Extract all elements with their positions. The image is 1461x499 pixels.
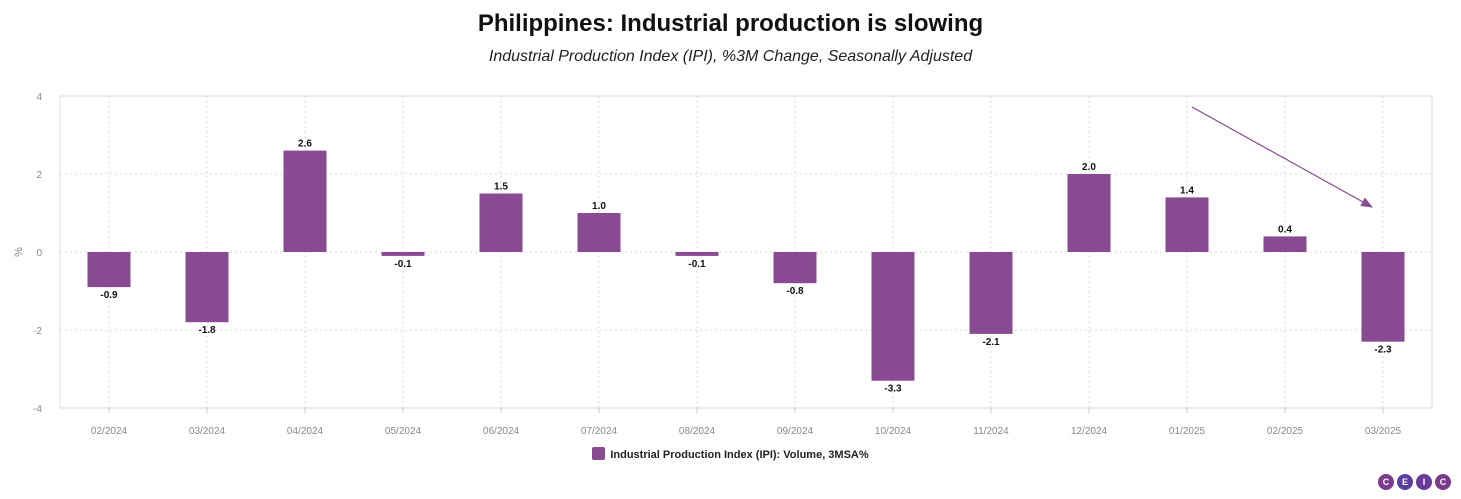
- bar: [969, 252, 1013, 334]
- data-label: -1.8: [198, 325, 216, 336]
- y-tick-label: -4: [33, 404, 42, 415]
- data-label: 1.5: [494, 182, 508, 193]
- x-tick-label: 05/2024: [385, 426, 422, 437]
- y-tick-label: 4: [36, 92, 42, 103]
- x-tick-label: 04/2024: [287, 426, 324, 437]
- bar: [675, 252, 719, 256]
- y-tick-label: -2: [33, 326, 42, 337]
- data-label: -3.3: [884, 384, 902, 395]
- x-tick-label: 03/2025: [1365, 426, 1402, 437]
- x-tick-label: 11/2024: [973, 426, 1009, 437]
- data-label: -2.3: [1374, 345, 1392, 356]
- y-tick-label: 0: [36, 248, 42, 259]
- bar: [1165, 197, 1209, 252]
- x-tick-label: 08/2024: [679, 426, 716, 437]
- x-tick-label: 02/2024: [91, 426, 128, 437]
- data-label: 0.4: [1278, 224, 1292, 235]
- chart-subtitle: Industrial Production Index (IPI), %3M C…: [488, 48, 973, 65]
- bar: [381, 252, 425, 256]
- data-label: -2.1: [982, 337, 1000, 348]
- logo-letter-e: E: [1397, 474, 1413, 490]
- bar: [1361, 252, 1405, 342]
- y-tick-label: 2: [36, 170, 42, 181]
- data-label: 2.0: [1082, 162, 1096, 173]
- bar: [871, 252, 915, 381]
- y-axis-title: %: [13, 247, 25, 257]
- bar: [773, 252, 817, 284]
- x-tick-label: 02/2025: [1267, 426, 1304, 437]
- logo-letter-c: C: [1378, 474, 1394, 490]
- x-tick-label: 03/2024: [189, 426, 226, 437]
- data-label: 1.0: [592, 201, 606, 212]
- chart-title: Philippines: Industrial production is sl…: [477, 10, 984, 37]
- trend-arrow: [1191, 106, 1374, 208]
- ceic-logo: C E I C: [1378, 474, 1451, 490]
- legend-swatch: [592, 447, 606, 460]
- bar: [283, 150, 327, 252]
- bar: [87, 252, 131, 288]
- logo-letter-c2: C: [1435, 474, 1451, 490]
- data-label: -0.8: [786, 286, 804, 297]
- legend: Industrial Production Index (IPI): Volum…: [0, 447, 1461, 461]
- x-tick-label: 01/2025: [1169, 426, 1206, 437]
- data-label: 1.4: [1180, 185, 1194, 196]
- data-label: 2.6: [298, 139, 312, 150]
- data-label: -0.1: [394, 259, 412, 270]
- data-label: -0.1: [688, 259, 706, 270]
- bar: [577, 213, 621, 252]
- x-tick-label: 12/2024: [1071, 426, 1108, 437]
- data-label: -0.9: [100, 290, 118, 301]
- x-tick-label: 10/2024: [875, 426, 912, 437]
- x-tick-label: 09/2024: [777, 426, 814, 437]
- legend-label: Industrial Production Index (IPI): Volum…: [610, 449, 869, 461]
- x-tick-label: 06/2024: [483, 426, 520, 437]
- bar: [1067, 174, 1111, 252]
- bar: [1263, 236, 1307, 252]
- bar: [479, 193, 523, 252]
- x-tick-label: 07/2024: [581, 426, 618, 437]
- bar: [185, 252, 229, 323]
- logo-letter-i: I: [1416, 474, 1432, 490]
